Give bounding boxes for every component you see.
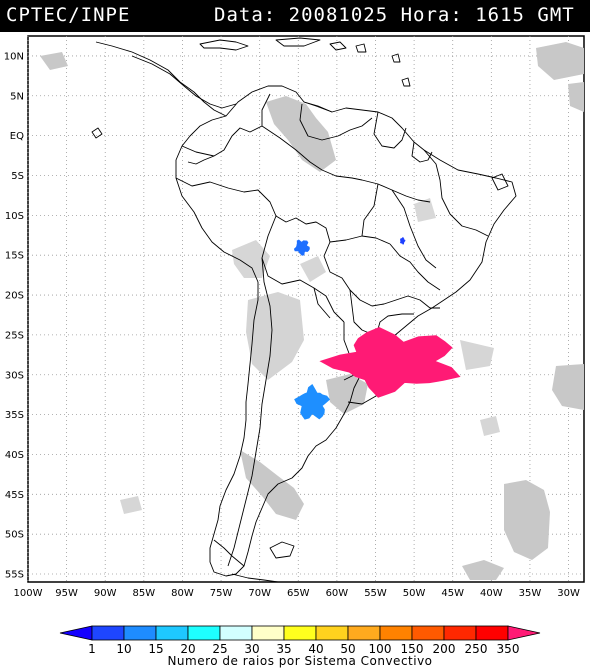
latitude-labels: 10N 5N EQ 5S 10S 15S 20S 25S 30S 35S 40S 45S 50S 55S (4, 51, 24, 580)
cloud-cover (40, 42, 584, 580)
colorbar-segment (315, 625, 349, 641)
colorbar-segment (251, 625, 285, 641)
lon-label: 55W (364, 588, 387, 599)
colorbar-segment (379, 625, 413, 641)
lat-label: 40S (5, 450, 24, 461)
colorbar-tick-label: 100 (369, 642, 392, 656)
lon-label: 95W (55, 588, 78, 599)
lon-label: 30W (557, 588, 580, 599)
lat-label: 10N (4, 51, 24, 62)
lon-label: 80W (171, 588, 194, 599)
convective-system (399, 237, 406, 245)
org-label: CPTEC/INPE (6, 4, 131, 26)
lon-label: 90W (94, 588, 117, 599)
colorbar-tick-label: 35 (276, 642, 291, 656)
lon-label: 85W (133, 588, 156, 599)
colorbar-tick-label: 15 (148, 642, 163, 656)
colorbar-tick-label: 20 (180, 642, 195, 656)
colorbar-segment (91, 625, 125, 641)
lat-label: EQ (10, 131, 24, 142)
colorbar-tick-label: 50 (340, 642, 355, 656)
colorbar-tick-label: 10 (116, 642, 131, 656)
colorbar-tick-label: 1 (88, 642, 96, 656)
colorbar-segment (155, 625, 189, 641)
convective-systems (293, 237, 461, 420)
colorbar-tick-label: 350 (497, 642, 520, 656)
lat-label: 5S (11, 171, 24, 182)
colorbar-segment (443, 625, 477, 641)
lat-label: 15S (5, 251, 24, 262)
country-borders (91, 37, 517, 582)
lon-label: 100W (14, 588, 43, 599)
lon-label: 35W (519, 588, 542, 599)
lon-label: 60W (326, 588, 349, 599)
convective-system (294, 383, 331, 420)
lat-label: 20S (5, 291, 24, 302)
colorbar-segment (219, 625, 253, 641)
lon-label: 70W (248, 588, 271, 599)
colorbar-tick-label: 30 (244, 642, 259, 656)
convective-system (319, 327, 461, 398)
colorbar-segments (59, 625, 541, 641)
colorbar-segment (59, 625, 93, 641)
lat-label: 25S (5, 330, 24, 341)
lat-label: 10S (5, 211, 24, 222)
colorbar-segment (283, 625, 317, 641)
lon-label: 75W (210, 588, 233, 599)
lat-label: 55S (5, 570, 24, 581)
lon-label: 50W (403, 588, 426, 599)
colorbar: 1 10 15 20 25 30 35 40 50 100 150 200 250 350 (59, 625, 541, 656)
colorbar-segment (411, 625, 445, 641)
colorbar-segment (187, 625, 221, 641)
colorbar-tick-label: 250 (465, 642, 488, 656)
colorbar-tick-label: 40 (308, 642, 323, 656)
date-time-label: Data: 20081025 Hora: 1615 GMT (214, 4, 575, 26)
title-bar: CPTEC/INPE Data: 20081025 Hora: 1615 GMT (0, 0, 590, 32)
colorbar-tick-label: 25 (212, 642, 227, 656)
lon-label: 65W (287, 588, 310, 599)
colorbar-caption: Numero de raios por Sistema Convectivo (167, 654, 433, 668)
lat-label: 30S (5, 370, 24, 381)
colorbar-tick-label: 200 (433, 642, 456, 656)
colorbar-ticks: 1 10 15 20 25 30 35 40 50 100 150 200 250 350 (88, 642, 519, 656)
longitude-labels: 100W 95W 90W 85W 80W 75W 70W 65W 60W 55W 50W 45W 40W… (14, 588, 580, 599)
lat-label: 5N (10, 91, 24, 102)
lon-label: 45W (441, 588, 464, 599)
lightning-map: 10N5NEQ5S10S15S20S25S30S35S40S45S50S55S … (4, 35, 585, 599)
colorbar-segment (347, 625, 381, 641)
convective-system (293, 239, 310, 256)
lat-label: 45S (5, 490, 24, 501)
colorbar-segment (123, 625, 157, 641)
lat-label: 35S (5, 410, 24, 421)
lon-label: 40W (480, 588, 503, 599)
colorbar-segment (507, 625, 541, 641)
lat-label: 50S (5, 530, 24, 541)
colorbar-segment (475, 625, 509, 641)
colorbar-tick-label: 150 (401, 642, 424, 656)
